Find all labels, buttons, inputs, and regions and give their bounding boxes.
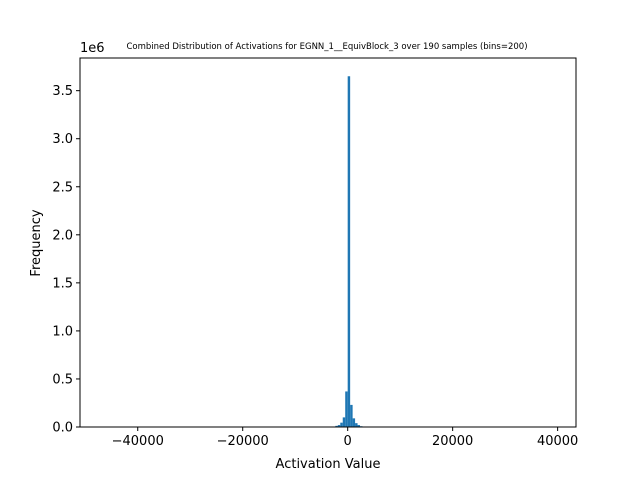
y-tick-label: 3.5 xyxy=(52,84,73,99)
chart-title: Combined Distribution of Activations for… xyxy=(126,42,527,52)
y-offset-label: 1e6 xyxy=(80,41,105,56)
histogram-bar xyxy=(352,418,356,427)
y-axis-label: Frequency xyxy=(29,209,44,276)
x-axis-label: Activation Value xyxy=(276,457,381,472)
histogram-bar xyxy=(347,76,351,427)
x-tick-label: −40000 xyxy=(112,434,164,449)
y-tick-label: 3.0 xyxy=(52,132,73,147)
y-tick-label: 2.0 xyxy=(52,228,73,243)
histogram-bar xyxy=(335,425,338,427)
histogram-bar xyxy=(340,422,343,427)
y-tick-label: 0.5 xyxy=(52,372,73,387)
x-tick-label: 40000 xyxy=(537,434,578,449)
y-tick-label: 1.0 xyxy=(52,324,73,339)
histogram-bar xyxy=(342,417,346,427)
histogram-bar xyxy=(357,425,361,427)
y-tick-label: 1.5 xyxy=(52,276,73,291)
x-axis-ticks: −40000 −20000 0 20000 40000 xyxy=(112,427,578,449)
x-tick-label: 20000 xyxy=(432,434,473,449)
histogram-bar xyxy=(350,404,353,427)
plot-frame xyxy=(79,57,577,428)
histogram-bar xyxy=(337,425,341,427)
histogram-bar xyxy=(355,423,358,427)
x-tick-label: 0 xyxy=(344,434,352,449)
x-tick-label: −20000 xyxy=(217,434,269,449)
y-tick-label: 0.0 xyxy=(52,421,73,436)
y-axis-ticks: 0.0 0.5 1.0 1.5 2.0 2.5 3.0 3.5 xyxy=(52,84,80,436)
histogram-bar xyxy=(345,391,348,427)
y-tick-label: 2.5 xyxy=(52,180,73,195)
bars-group xyxy=(332,76,363,427)
